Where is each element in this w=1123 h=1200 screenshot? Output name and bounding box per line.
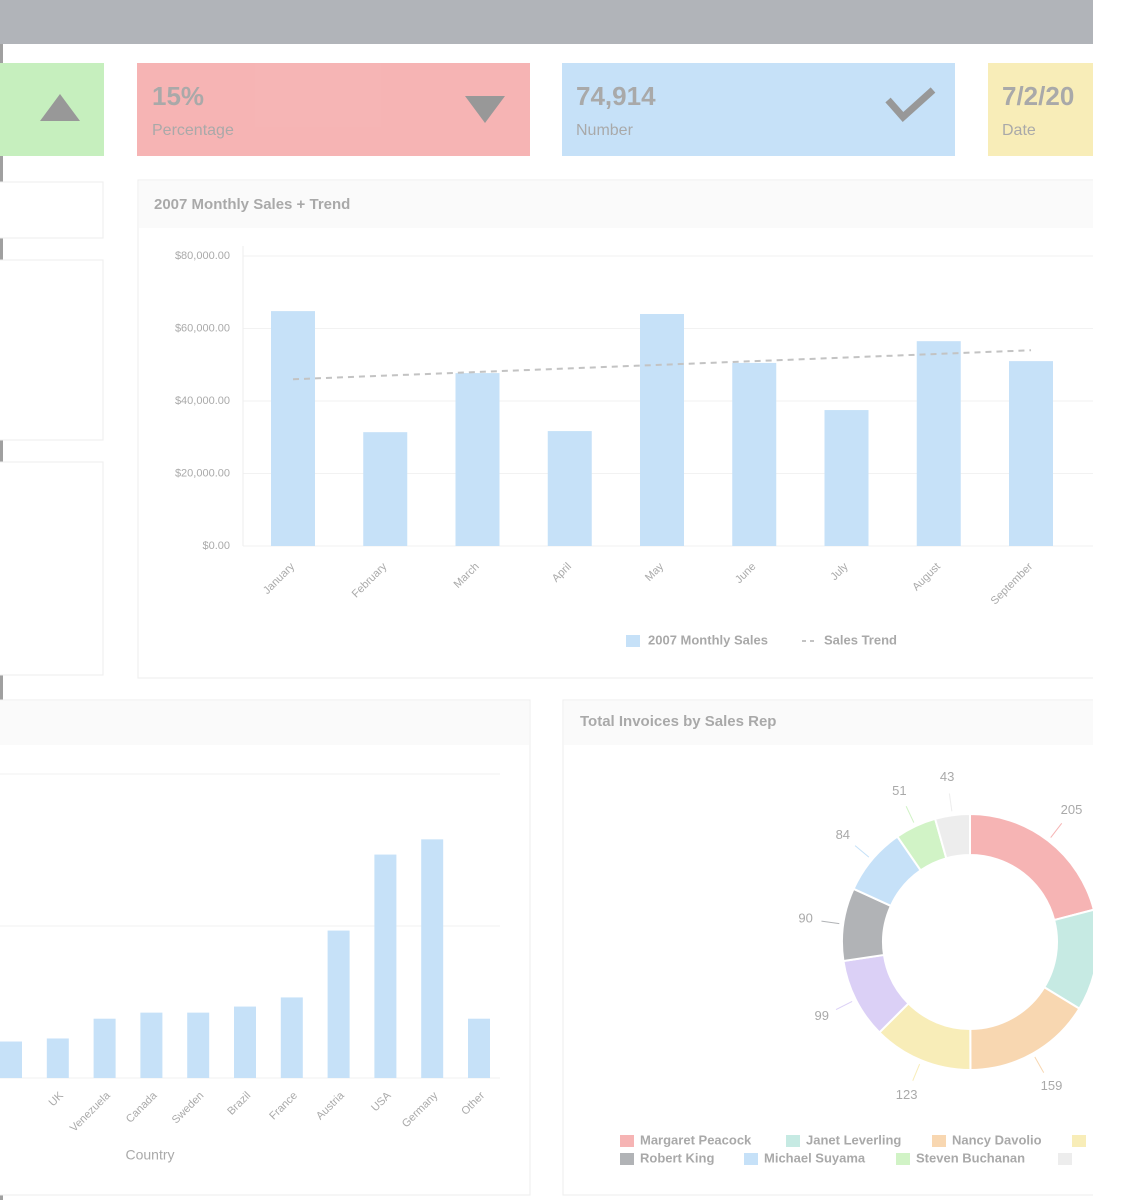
card: [137, 63, 530, 156]
donut-segment: [969, 812, 1093, 922]
legend-label: 2007 Monthly Sales: [648, 632, 768, 647]
legend-label: Margaret Peacock: [640, 1132, 752, 1147]
data-label: 84: [836, 827, 850, 842]
leader-line: [854, 845, 870, 858]
bar: [374, 854, 397, 1078]
legend-swatch: [620, 1153, 634, 1165]
panel: [0, 259, 104, 441]
card-label: Number: [576, 122, 634, 139]
panel-header: [139, 181, 1093, 228]
bar: [363, 432, 408, 546]
data-label: 205: [1061, 802, 1083, 817]
data-label: 159: [1041, 1078, 1063, 1093]
legend-label: Janet Leverling: [806, 1132, 901, 1147]
leader-line: [835, 1000, 853, 1010]
legend-swatch: [896, 1153, 910, 1165]
y-tick-label: $60,000.00: [175, 322, 230, 334]
bar: [140, 1012, 163, 1078]
up-icon: [40, 94, 80, 121]
donut-segment: [933, 812, 971, 860]
panel-title: Total Invoices by Sales Rep: [580, 713, 776, 730]
card: [562, 63, 955, 156]
bar: [327, 930, 350, 1078]
leader-line: [821, 920, 840, 925]
bar: [280, 997, 303, 1078]
bar: [421, 839, 444, 1078]
card-value: 74,914: [576, 81, 656, 111]
content: 15% Percentage 74,914 Number 7/2/20 Date…: [0, 44, 1119, 1200]
y-tick-label: $0.00: [202, 540, 230, 552]
legend-label: Steven Buchanan: [916, 1150, 1025, 1165]
bar: [547, 431, 592, 546]
legend-swatch: [626, 635, 640, 647]
legend-label: Michael Suyama: [764, 1150, 866, 1165]
card-value: 15%: [152, 81, 204, 111]
bar: [271, 311, 315, 546]
leader-line: [1034, 1056, 1045, 1073]
y-tick-label: $20,000.00: [175, 467, 230, 479]
panel-title: 2007 Monthly Sales + Trend: [154, 196, 350, 213]
leader-line: [912, 1063, 921, 1081]
data-label: 99: [815, 1008, 829, 1023]
y-tick-label: $80,000.00: [175, 250, 230, 262]
legend-swatch: [744, 1153, 758, 1165]
top-bar: [0, 0, 1093, 44]
legend-swatch: [620, 1135, 634, 1147]
bar: [824, 410, 869, 546]
x-axis-label: Country: [125, 1147, 174, 1163]
legend-swatch: [1058, 1153, 1072, 1165]
legend-label: Nancy Davolio: [952, 1132, 1042, 1147]
panel: [0, 461, 104, 676]
panel-header: [0, 701, 529, 745]
panel: [562, 699, 1093, 1196]
bar: [93, 1018, 116, 1078]
leader-line: [1101, 961, 1119, 964]
bar: [1009, 361, 1053, 546]
card-value: 7/2/20: [1002, 81, 1074, 111]
bar: [640, 314, 684, 546]
bar: [187, 1012, 210, 1078]
bar: [455, 373, 500, 546]
card: [988, 63, 1093, 156]
charts: $0.00 $20,000.00 $40,000.00 $60,000.00 $80,0…: [0, 246, 1119, 1165]
data-label: 123: [896, 1087, 918, 1102]
data-label: 43: [940, 769, 954, 784]
legend-label: Robert King: [640, 1150, 714, 1165]
legend-swatch: [1072, 1135, 1086, 1147]
legend-swatch: [786, 1135, 800, 1147]
y-tick-label: $40,000.00: [175, 395, 230, 407]
check-icon: [885, 87, 936, 122]
bar: [916, 341, 961, 546]
trend-line: [292, 349, 1032, 381]
card-label: Date: [1002, 122, 1036, 139]
leader-line: [948, 793, 953, 812]
bar: [0, 1041, 22, 1078]
bar: [732, 362, 777, 546]
panel-header: [564, 701, 1093, 745]
bar: [234, 1006, 256, 1078]
data-label: 90: [798, 910, 812, 925]
legend-swatch: [932, 1135, 946, 1147]
panel: [0, 181, 104, 239]
data-label: 51: [892, 783, 906, 798]
down-icon: [465, 96, 505, 123]
bar: [468, 1018, 490, 1078]
bar: [46, 1038, 69, 1078]
leader-line: [1050, 822, 1063, 838]
leader-line: [905, 806, 915, 823]
card-label: Percentage: [152, 122, 234, 139]
legend-label: Sales Trend: [824, 632, 897, 647]
